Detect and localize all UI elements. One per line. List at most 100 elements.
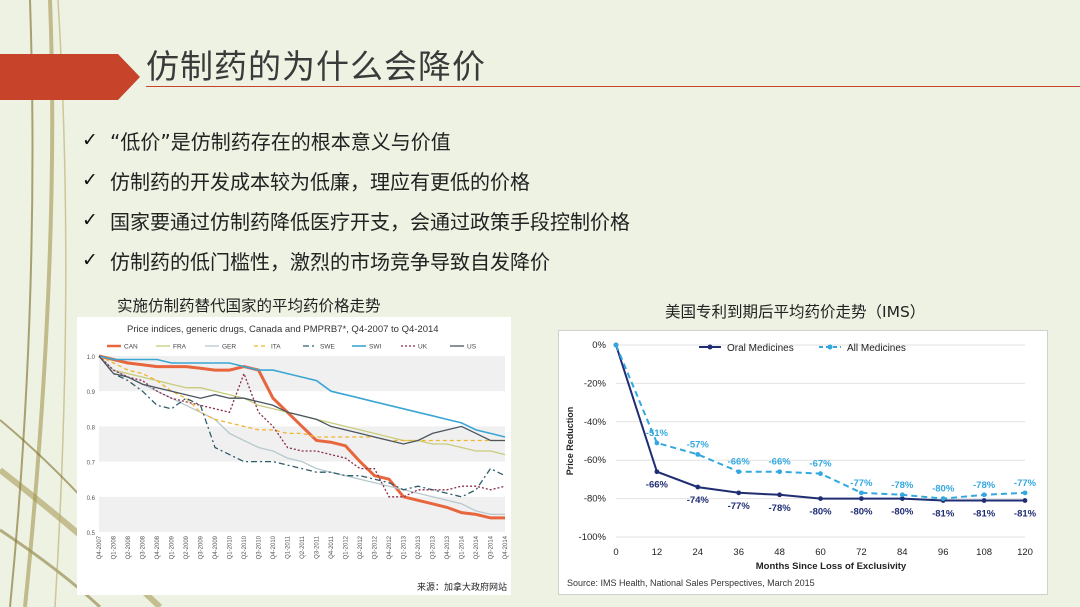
check-icon: ✓ <box>82 209 98 231</box>
legend-marker <box>707 344 713 350</box>
data-label: -80% <box>932 484 955 495</box>
data-label: -51% <box>646 428 669 439</box>
x-tick-label: Q3-2013 <box>431 535 437 559</box>
data-point <box>818 471 823 477</box>
right-source-text: Source: IMS Health, National Sales Persp… <box>567 578 815 588</box>
y-tick-label: -20% <box>584 378 607 389</box>
x-tick-label: Q1-2010 <box>228 535 234 559</box>
y-tick-label: 0% <box>592 340 606 351</box>
bullet-item: ✓ 仿制药的低门槛性，激烈的市场竞争导致自发降价 <box>82 240 630 280</box>
y-tick-label: 0.6 <box>87 496 96 502</box>
y-tick-label: 0.8 <box>87 425 96 431</box>
data-point <box>981 492 987 498</box>
y-tick-label: 0.5 <box>87 531 96 537</box>
data-point <box>899 492 905 498</box>
data-label: -77% <box>1014 478 1037 489</box>
x-tick-label: Q4-2013 <box>445 535 451 559</box>
y-tick-label: 0.7 <box>87 461 96 467</box>
x-tick-label: Q4-2012 <box>387 535 393 559</box>
data-point <box>940 496 946 501</box>
bullet-item: ✓ “低价”是仿制药存在的根本意义与价值 <box>82 120 630 160</box>
legend-label: UK <box>418 344 428 351</box>
legend-label: GER <box>222 344 236 351</box>
left-source-text: 来源：加拿大政府网站 <box>417 581 507 592</box>
data-label: -77% <box>728 501 751 512</box>
series-line-uk <box>98 355 506 498</box>
x-tick-label: 108 <box>976 547 992 558</box>
x-tick-label: Q2-2011 <box>300 535 306 559</box>
x-tick-label: Q1-2011 <box>286 535 292 559</box>
left-chart-panel: Price indices, generic drugs, Canada and… <box>77 317 511 595</box>
x-tick-label: Q3-2011 <box>315 535 321 559</box>
x-tick-label: 0 <box>613 547 618 558</box>
data-label: -57% <box>687 439 710 450</box>
left-line-chart: Price indices, generic drugs, Canada and… <box>87 324 509 592</box>
data-label: -77% <box>850 478 873 489</box>
data-label: -81% <box>1014 509 1037 520</box>
bullet-item: ✓ 仿制药的开发成本较为低廉，理应有更低的价格 <box>82 160 630 200</box>
x-tick-label: 84 <box>897 547 908 558</box>
right-line-chart: 0% -20% -40% -60% -80% -100% 0 12 24 36 48 60 72 84 96… <box>565 340 1037 588</box>
data-label: -66% <box>646 480 669 491</box>
x-tick-label: Q4-2008 <box>155 535 161 559</box>
x-tick-label: Q3-2008 <box>141 535 147 559</box>
data-label: -67% <box>809 459 832 470</box>
right-chart-panel: 0% -20% -40% -60% -80% -100% 0 12 24 36 48 60 72 84 96… <box>558 330 1048 595</box>
bullet-item: ✓ 国家要通过仿制药降低医疗开支，会通过政策手段控制价格 <box>82 200 630 240</box>
x-tick-label: Q1-2013 <box>402 535 408 559</box>
legend-label: All Medicines <box>847 343 906 354</box>
x-tick-label: Q1-2012 <box>344 535 350 559</box>
data-point <box>899 496 905 501</box>
series-line-can <box>98 354 505 520</box>
data-point <box>654 440 660 446</box>
x-tick-label: Q1-2014 <box>460 535 466 559</box>
y-axis-label: Price Reduction <box>565 407 575 476</box>
legend-label: FRA <box>173 344 187 351</box>
y-tick-label: -60% <box>584 455 607 466</box>
x-tick-label: 36 <box>733 547 744 558</box>
x-tick-label: Q4-2011 <box>329 535 335 559</box>
data-label: -80% <box>809 507 832 518</box>
x-tick-label: 120 <box>1017 547 1033 558</box>
x-tick-label: Q4-2010 <box>271 535 277 559</box>
series-line-swe <box>98 355 506 498</box>
data-label: -80% <box>850 507 873 518</box>
x-tick-label: 60 <box>815 547 826 558</box>
legend-label: SWE <box>320 344 335 351</box>
data-point <box>981 498 987 503</box>
x-tick-label: Q4-2014 <box>503 535 509 559</box>
data-label: -81% <box>932 509 955 520</box>
x-tick-label: 24 <box>693 547 704 558</box>
title-underline <box>146 86 1080 87</box>
grid-band <box>99 356 505 392</box>
chart-title: Price indices, generic drugs, Canada and… <box>127 324 439 335</box>
data-point <box>695 452 701 457</box>
x-tick-label: Q3-2010 <box>257 535 263 559</box>
series-line-us <box>98 355 505 445</box>
y-tick-label: -40% <box>584 417 607 428</box>
data-point <box>859 496 864 501</box>
series-line-ita <box>98 355 505 442</box>
x-axis-label: Months Since Loss of Exclusivity <box>756 561 907 572</box>
legend-marker <box>827 344 833 350</box>
y-tick-label: 0.9 <box>87 390 96 396</box>
data-point <box>777 492 782 498</box>
bullet-text: “低价”是仿制药存在的根本意义与价值 <box>110 129 451 154</box>
y-tick-label: -80% <box>584 494 607 505</box>
check-icon: ✓ <box>82 249 98 271</box>
series-line-ger <box>98 355 505 516</box>
bullet-list: ✓ “低价”是仿制药存在的根本意义与价值 ✓ 仿制药的开发成本较为低廉，理应有更低的… <box>82 120 630 280</box>
data-point <box>695 484 701 490</box>
title-accent-bar <box>0 54 140 100</box>
data-label: -74% <box>687 495 710 506</box>
series-line-swi <box>98 355 506 438</box>
x-tick-label: Q3-2014 <box>489 535 495 559</box>
left-chart-caption: 实施仿制药替代国家的平均药价格走势 <box>117 297 381 315</box>
x-tick-label: Q4-2009 <box>213 535 219 559</box>
data-label: -78% <box>769 503 792 514</box>
legend-label: CAN <box>124 344 138 351</box>
data-point <box>1022 490 1028 496</box>
data-point <box>736 490 742 496</box>
grid-band <box>99 496 505 532</box>
x-tick-label: Q2-2012 <box>358 535 364 559</box>
